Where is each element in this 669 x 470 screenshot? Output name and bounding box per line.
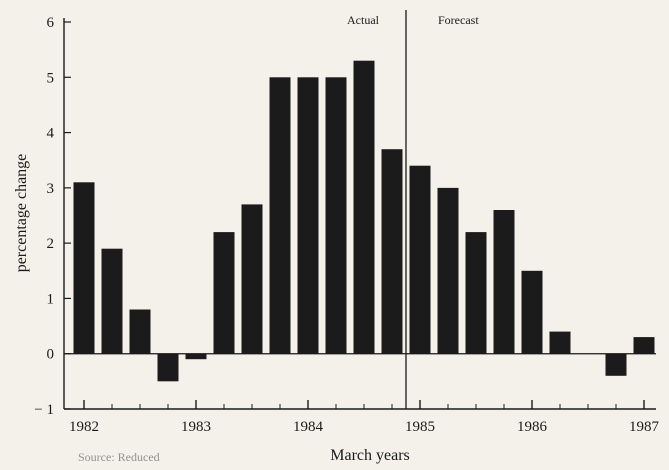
footer-source-text: Source: Reduced (78, 450, 160, 464)
x-tick-label-1985: 1985 (405, 419, 435, 435)
x-tick-label-1987: 1987 (629, 419, 660, 435)
axes-layer (63, 10, 656, 410)
bar-13 (437, 187, 459, 354)
x-tick-label-1983: 1983 (181, 419, 211, 435)
x-tick-label-1982: 1982 (69, 419, 99, 435)
bar-10 (353, 60, 375, 354)
x-tick-label-1984: 1984 (293, 419, 324, 435)
x-tick-label-1986: 1986 (517, 419, 548, 435)
actual-label: Actual (347, 13, 380, 27)
bar-3 (157, 353, 179, 382)
bar-11 (381, 149, 403, 354)
bar-15 (493, 210, 515, 354)
y-axis-title: percentage change (13, 154, 30, 273)
bar-14 (465, 232, 487, 354)
bar-0 (73, 182, 95, 354)
bar-17 (549, 331, 571, 354)
y-tick-label-5: 4 (47, 126, 55, 142)
bar-9 (325, 77, 347, 354)
y-tick-label-7: 6 (47, 15, 55, 31)
bar-2 (129, 309, 151, 354)
bar-8 (297, 77, 319, 354)
bars-layer (73, 60, 655, 382)
bar-7 (269, 77, 291, 354)
bar-20 (633, 337, 655, 354)
x-axis-title: March years (330, 447, 410, 464)
bar-1 (101, 248, 123, 354)
y-tick-label-6: 5 (47, 70, 55, 86)
y-tick-label-0: − 1 (34, 402, 54, 418)
y-tick-label-2: 1 (47, 291, 55, 307)
bar-16 (521, 270, 543, 354)
bar-12 (409, 165, 431, 354)
bar-6 (241, 204, 263, 354)
labels-layer: − 1 0 1 2 3 4 5 6 1982 1983 1984 1985 1986 1987 Actual… (34, 13, 659, 435)
bar-5 (213, 232, 235, 354)
y-tick-label-1: 0 (47, 347, 55, 363)
y-tick-label-3: 2 (47, 236, 55, 252)
bar-19 (605, 353, 627, 376)
bar-4 (185, 353, 207, 360)
y-tick-label-4: 3 (47, 181, 55, 197)
forecast-label: Forecast (438, 13, 479, 27)
